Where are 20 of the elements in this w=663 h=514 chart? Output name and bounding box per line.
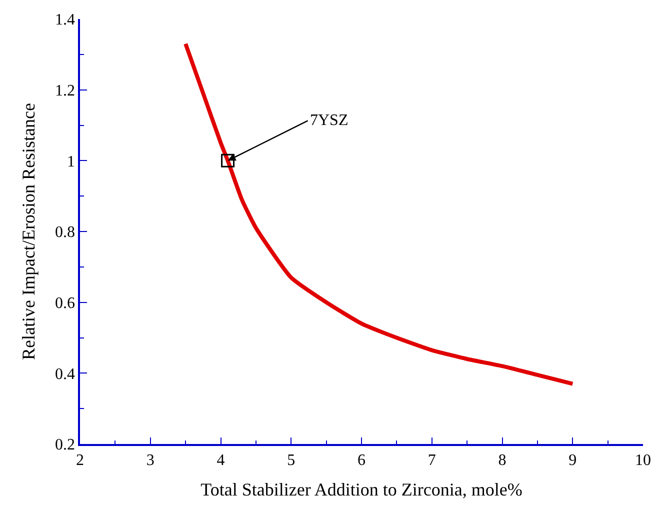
x-tick-label: 10: [635, 452, 651, 469]
x-tick-label: 5: [287, 452, 296, 469]
line-series: [184, 42, 575, 386]
y-tick-label: 0.4: [55, 366, 76, 383]
x-tick-label: 3: [146, 452, 154, 469]
x-tick-label: 9: [568, 452, 577, 469]
y-tick-label: 1.4: [55, 12, 76, 29]
y-tick-label: 0.8: [55, 224, 76, 242]
y-tick-label: 0.2: [55, 436, 76, 454]
x-tick-label: 7: [428, 452, 436, 469]
y-axis-title: Relative Impact/Erosion Resistance: [18, 103, 39, 360]
x-tick-label: 2: [76, 452, 84, 469]
y-tick-label: 0.6: [55, 294, 76, 312]
x-tick-label: 8: [498, 452, 506, 469]
annotation: 7YSZ: [310, 112, 348, 129]
x-tick-label: 4: [216, 452, 225, 469]
y-tick-label: 1.2: [55, 82, 76, 100]
y-tick-label: 1: [67, 153, 76, 170]
x-tick-label: 6: [358, 452, 366, 469]
x-axis-title: Total Stabilizer Addition to Zirconia, mole%: [200, 480, 522, 500]
